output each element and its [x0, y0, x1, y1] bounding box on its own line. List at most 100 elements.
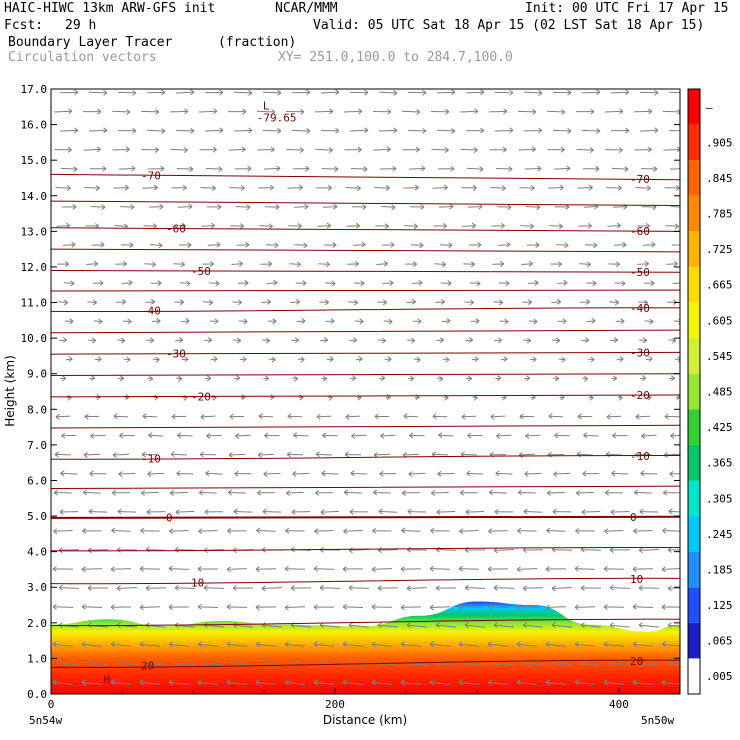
y-tick-label: 0.0	[27, 688, 47, 701]
vector-arrow	[380, 204, 396, 211]
vector-arrow	[61, 432, 77, 439]
vector-arrow	[406, 298, 416, 305]
vector-arrow	[206, 204, 222, 210]
vector-arrow	[349, 89, 369, 96]
vector-arrow	[668, 337, 677, 344]
vector-arrow	[53, 108, 73, 115]
vector-arrow	[495, 166, 513, 172]
vector-arrow	[317, 222, 331, 229]
vector-arrow	[171, 413, 187, 420]
vector-arrow	[263, 375, 270, 382]
vector-arrow	[615, 318, 625, 325]
vector-arrow	[313, 641, 335, 648]
vector-arrow	[117, 127, 137, 134]
vector-arrow	[463, 261, 475, 268]
vector-arrow	[545, 566, 567, 572]
vector-arrow	[406, 622, 428, 629]
vector-arrow	[664, 413, 680, 420]
vector-arrow	[344, 146, 362, 153]
vector-arrow	[490, 413, 506, 420]
vector-arrow	[175, 127, 195, 134]
vector-arrow	[611, 470, 629, 477]
vector-arrow	[405, 261, 417, 267]
vector-arrow	[436, 337, 445, 344]
vector-arrow	[582, 165, 600, 172]
vector-arrow	[346, 222, 360, 229]
vector-arrow	[61, 203, 77, 210]
vector-arrow	[112, 452, 129, 458]
y-tick-label: 4.0	[27, 546, 47, 559]
vector-arrow	[494, 89, 514, 96]
vector-arrow	[231, 260, 243, 267]
vector-arrow	[235, 204, 251, 211]
vector-arrow	[295, 280, 307, 287]
vector-arrow	[59, 89, 79, 96]
vector-arrow	[582, 470, 600, 477]
vector-arrow	[407, 127, 427, 134]
vector-arrow	[671, 244, 680, 246]
vector-arrow	[88, 508, 108, 515]
vector-arrow	[435, 298, 445, 305]
colorbar-swatch	[688, 338, 700, 374]
vector-arrow	[236, 241, 250, 248]
vector-arrow	[500, 356, 508, 362]
vector-arrow	[208, 280, 220, 287]
y-axis: 0.0 1.0 2.0 3.0 4.0 5.0 6.0 7.0 8.0 9.0 10.0 11.0 12…	[21, 83, 680, 701]
vector-arrow	[168, 641, 190, 648]
colorbar-label: .125	[706, 599, 733, 612]
vector-arrow	[111, 109, 131, 115]
x-axis: 0 200 400	[48, 688, 629, 711]
colorbar-swatch	[688, 124, 700, 161]
vector-arrow	[58, 299, 68, 306]
vector-arrow	[200, 414, 216, 420]
colorbar: .005 .065 .125 .185 .245 .305 .365 .425 .485 .545…	[687, 88, 733, 695]
vector-arrow	[345, 185, 361, 192]
vector-arrow	[520, 223, 534, 230]
vector-arrow	[321, 375, 328, 382]
vector-arrow	[349, 337, 358, 344]
vector-arrow	[90, 204, 106, 211]
colorbar-swatch	[688, 302, 700, 339]
vector-arrow	[378, 90, 398, 96]
y-tick-label: 3.0	[27, 581, 47, 594]
vector-arrow	[461, 413, 477, 420]
vector-arrow	[381, 241, 395, 248]
y-tick-label: 5.0	[27, 510, 47, 523]
vector-arrow	[315, 451, 332, 458]
vector-arrow	[412, 318, 422, 325]
x-tick-label: 200	[325, 698, 345, 711]
y-tick-label: 14.0	[21, 190, 48, 203]
vector-arrow	[437, 470, 455, 477]
vector-arrow	[407, 508, 427, 515]
vector-arrow	[442, 356, 450, 363]
vector-arrow	[379, 375, 386, 381]
vector-arrow	[488, 108, 508, 115]
vector-arrow	[60, 470, 78, 477]
vector-arrow	[617, 394, 623, 401]
vector-arrow	[179, 280, 191, 287]
vector-arrow	[258, 413, 274, 420]
isotherm-line	[51, 424, 680, 429]
vector-arrow	[90, 433, 106, 439]
vector-arrow	[548, 184, 564, 191]
vector-arrow	[172, 222, 186, 229]
vector-arrow	[667, 660, 680, 667]
vector-arrow	[377, 299, 387, 306]
colorbar-label: .185	[706, 563, 733, 576]
vector-arrow	[661, 566, 680, 573]
vector-arrow	[379, 165, 397, 172]
vector-arrow	[408, 375, 415, 382]
vector-arrow	[605, 451, 622, 458]
vector-arrow	[517, 489, 536, 496]
vector-arrow	[113, 184, 129, 191]
vector-arrow	[643, 280, 655, 287]
vector-arrow	[209, 318, 219, 325]
vector-arrow	[668, 130, 680, 132]
vector-arrow	[347, 260, 359, 267]
vector-arrow	[371, 641, 393, 648]
vector-arrow	[142, 184, 158, 191]
vector-arrow	[522, 299, 532, 306]
vector-arrow	[384, 356, 392, 363]
y-tick-label: 2.0	[27, 617, 47, 630]
vector-arrow	[633, 489, 652, 496]
